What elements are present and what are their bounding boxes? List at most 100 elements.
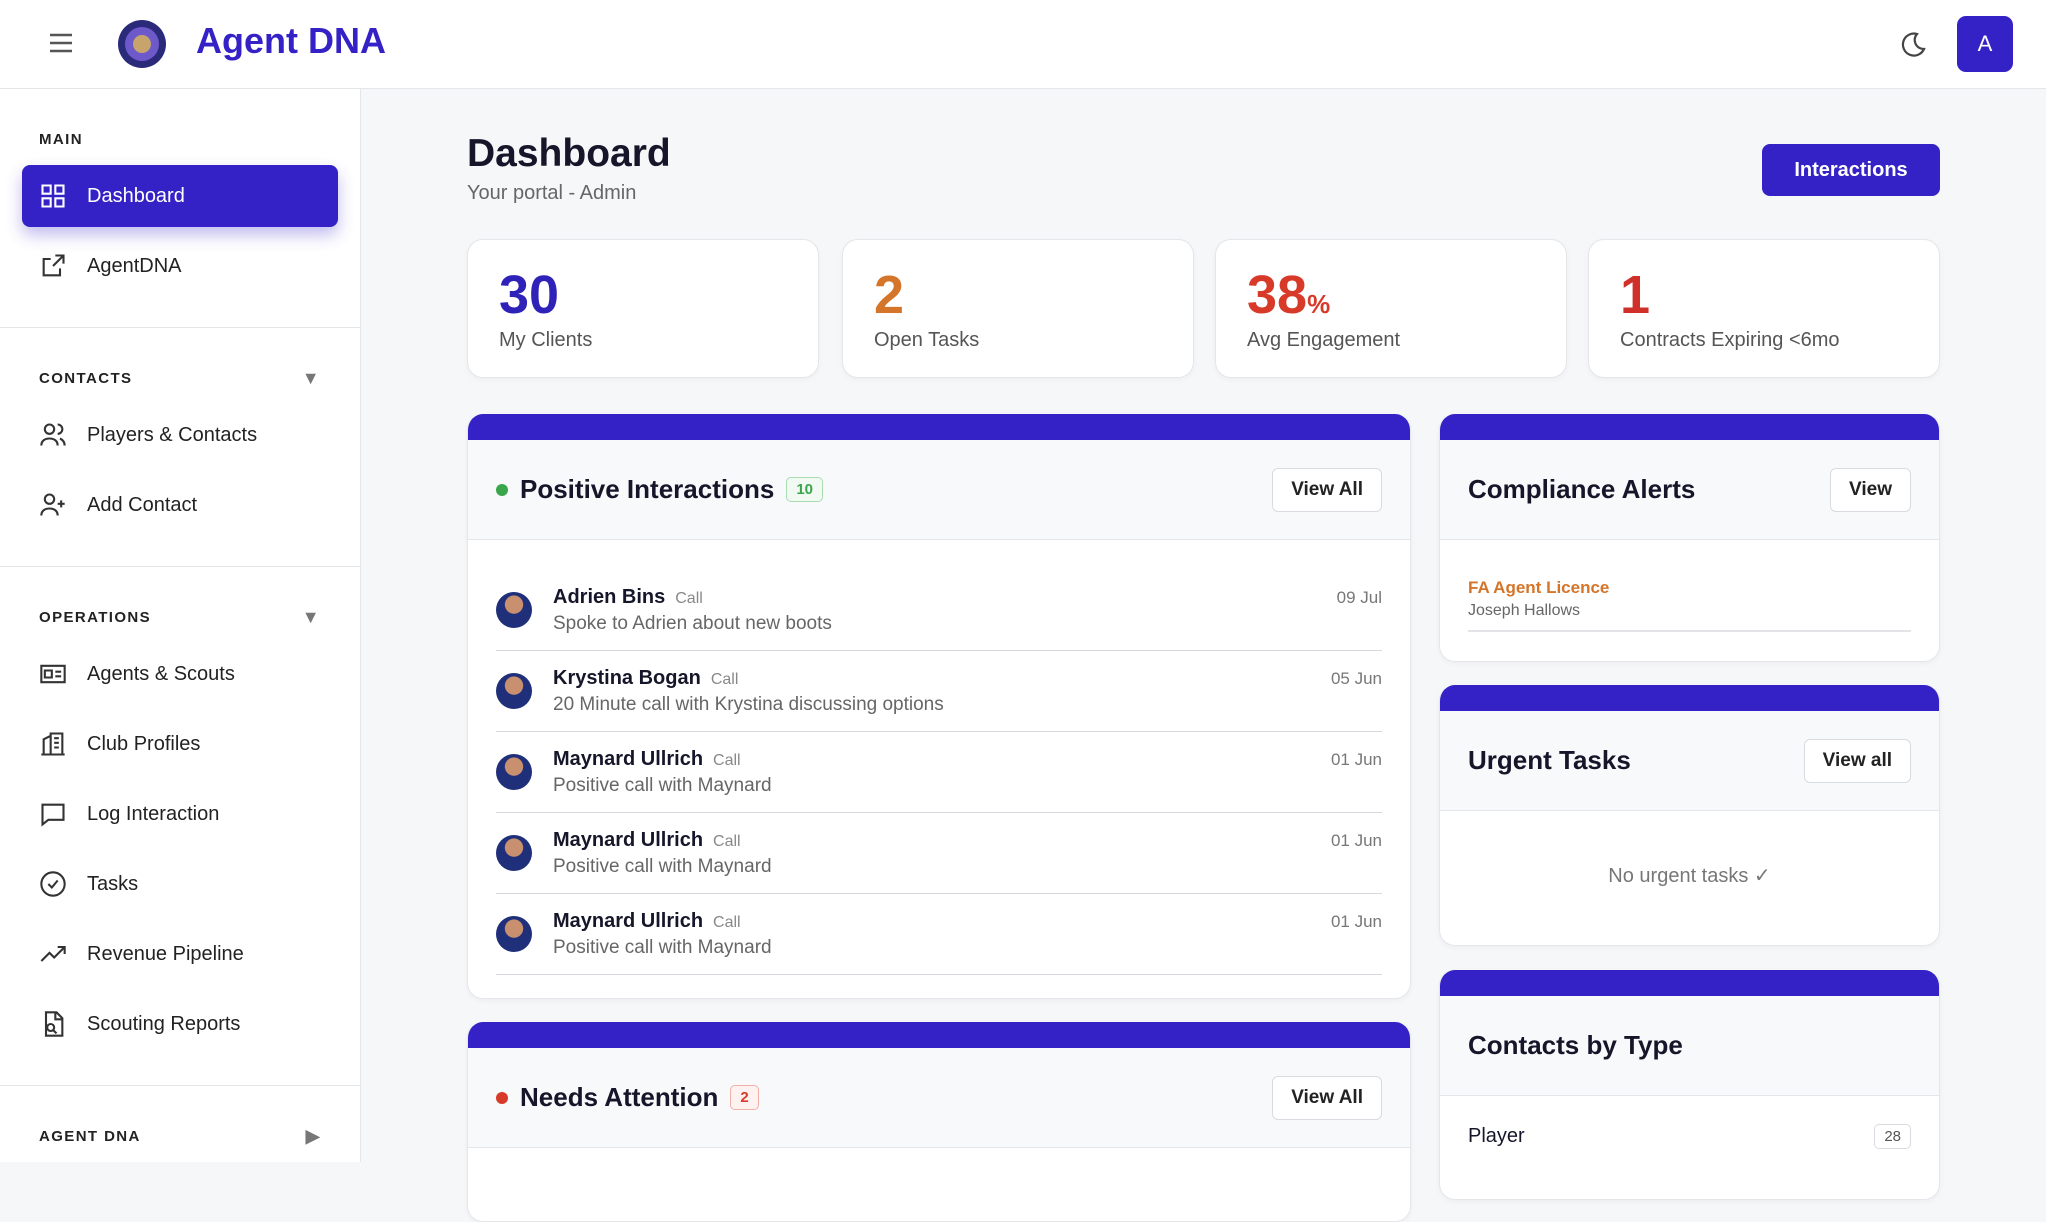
- stat-label: Avg Engagement: [1247, 329, 1401, 351]
- positive-panel: Positive Interactions 10 View All Adrien Bi…: [467, 414, 1411, 999]
- section-title[interactable]: OPERATIONS ▼: [22, 603, 338, 631]
- interaction-note: Spoke to Adrien about new boots: [553, 612, 832, 634]
- panel-title-text: Positive Interactions: [520, 474, 775, 504]
- section-title[interactable]: CONTACTS ▼: [22, 364, 338, 392]
- stat-number: 1: [1620, 265, 1651, 325]
- status-dot: [496, 483, 508, 496]
- nav-item[interactable]: Club Profiles: [22, 713, 338, 775]
- nav-item[interactable]: Tasks: [22, 853, 338, 915]
- interaction-date: 01 Jun: [1330, 831, 1382, 850]
- panel-button[interactable]: View all: [1803, 738, 1911, 783]
- nav-label: Club Profiles: [87, 732, 201, 755]
- panel-title: Needs Attention 2: [496, 1082, 759, 1113]
- page-title: Dashboard: [467, 132, 671, 175]
- nav-icon: [44, 1011, 64, 1037]
- contact-type: Player: [1468, 1125, 1525, 1147]
- interaction-body: Maynard Ullrich Call Positive call with Ma…: [553, 829, 772, 878]
- count-badge: 10: [786, 477, 823, 502]
- nav-item[interactable]: AgentDNA: [22, 235, 338, 297]
- compliance-panel: Compliance Alerts View FA Agent Licence Jos…: [1439, 414, 1940, 662]
- player-name: Krystina Bogan: [553, 666, 701, 689]
- nav-item[interactable]: Revenue Pipeline: [22, 923, 338, 985]
- nav-item[interactable]: Scouting Reports: [22, 993, 338, 1055]
- panel-button[interactable]: View: [1830, 467, 1911, 512]
- interaction-row[interactable]: Maynard Ullrich Call Positive call with Ma…: [496, 894, 1382, 975]
- nav-icon: [40, 493, 65, 516]
- panel-title: Compliance Alerts: [1468, 474, 1695, 505]
- panel-header: Urgent Tasks View all: [1440, 711, 1939, 811]
- stat-suffix: %: [1307, 289, 1331, 319]
- toggle-arrow: ▶: [305, 1125, 321, 1146]
- menu-icon[interactable]: [48, 32, 74, 54]
- nav-item[interactable]: Add Contact: [22, 474, 338, 536]
- avatar-button[interactable]: A: [1957, 16, 2013, 72]
- interaction-row[interactable]: Maynard Ullrich Call Positive call with Ma…: [496, 813, 1382, 894]
- section-label: AGENT DNA: [39, 1127, 141, 1145]
- attention-panel: Needs Attention 2 View All: [467, 1022, 1411, 1222]
- nav-section: OPERATIONS ▼ Agents & Scouts Club Profiles L…: [0, 567, 360, 1086]
- interaction-date: 01 Jun: [1330, 750, 1382, 769]
- section-title: MAIN: [22, 125, 338, 153]
- toggle-arrow: ▼: [301, 606, 321, 627]
- interaction-note: Positive call with Maynard: [553, 774, 772, 796]
- nav-section: MAIN Dashboard AgentDNA: [0, 89, 360, 328]
- player-name: Maynard Ullrich: [553, 828, 704, 851]
- interaction-date: 05 Jun: [1330, 669, 1382, 688]
- interaction-type: Call: [713, 913, 741, 931]
- nav-icon: [40, 664, 66, 684]
- panel-button[interactable]: View All: [1272, 1075, 1382, 1120]
- nav-item[interactable]: Players & Contacts: [22, 404, 338, 466]
- section-title[interactable]: AGENT DNA ▶: [22, 1122, 338, 1150]
- brand: Agent DNA: [196, 20, 386, 61]
- interaction-type: Call: [713, 832, 741, 850]
- interaction-row[interactable]: Maynard Ullrich Call Positive call with Ma…: [496, 732, 1382, 813]
- top-bar: Agent DNA A: [0, 0, 2046, 89]
- player-avatar: [496, 916, 532, 952]
- interaction-row[interactable]: Adrien Bins Call Spoke to Adrien about new…: [496, 570, 1382, 651]
- panel-header: Positive Interactions 10 View All: [468, 440, 1410, 540]
- theme-toggle[interactable]: [1899, 31, 1927, 59]
- nav-item[interactable]: Agents & Scouts: [22, 643, 338, 705]
- nav-label: Tasks: [87, 872, 139, 895]
- status-dot: [496, 1091, 508, 1104]
- stat-card: 1 Contracts Expiring <6mo: [1588, 239, 1940, 378]
- panel-title-text: Needs Attention: [520, 1082, 719, 1112]
- nav-icon: [40, 423, 66, 446]
- alert-title: FA Agent Licence: [1468, 578, 1610, 597]
- nav-label: Dashboard: [87, 184, 185, 207]
- player-name: Maynard Ullrich: [553, 909, 704, 932]
- nav-icon: [42, 254, 65, 277]
- interaction-note: Positive call with Maynard: [553, 855, 772, 877]
- panel-bar: [468, 1022, 1410, 1048]
- panel-title-text: Compliance Alerts: [1468, 474, 1696, 504]
- contacts-panel: Contacts by Type Player 28: [1439, 970, 1940, 1200]
- player-avatar: [496, 673, 532, 709]
- section-label: MAIN: [39, 130, 83, 148]
- contact-type-row: Player 28: [1468, 1124, 1911, 1149]
- nav-label: Add Contact: [87, 493, 198, 516]
- section-label: OPERATIONS: [39, 608, 152, 626]
- panel-title: Urgent Tasks: [1468, 745, 1631, 776]
- interaction-note: 20 Minute call with Krystina discussing …: [553, 693, 944, 715]
- nav-icon: [41, 184, 65, 208]
- interactions-button[interactable]: Interactions: [1762, 144, 1940, 196]
- nav-item[interactable]: Dashboard: [22, 165, 338, 227]
- contact-count: 28: [1874, 1124, 1911, 1149]
- nav-icon: [41, 803, 65, 827]
- nav-label: Log Interaction: [87, 802, 220, 825]
- interaction-line: Maynard Ullrich Call: [553, 910, 772, 933]
- stat-label: Contracts Expiring <6mo: [1620, 329, 1840, 351]
- panel-header: Contacts by Type: [1440, 996, 1939, 1096]
- toggle-arrow: ▼: [301, 367, 321, 388]
- interaction-type: Call: [710, 670, 739, 688]
- interaction-body: Krystina Bogan Call 20 Minute call with Kr…: [553, 667, 944, 716]
- panel-title: Positive Interactions 10: [496, 474, 823, 505]
- panel-button[interactable]: View All: [1272, 467, 1382, 512]
- interaction-date: 09 Jul: [1336, 588, 1382, 607]
- nav-icon: [41, 732, 65, 756]
- nav-item[interactable]: Log Interaction: [22, 783, 338, 845]
- nav-icon: [40, 945, 66, 962]
- nav-section: AGENT DNA ▶: [0, 1086, 360, 1162]
- interaction-row[interactable]: Krystina Bogan Call 20 Minute call with Kr…: [496, 651, 1382, 732]
